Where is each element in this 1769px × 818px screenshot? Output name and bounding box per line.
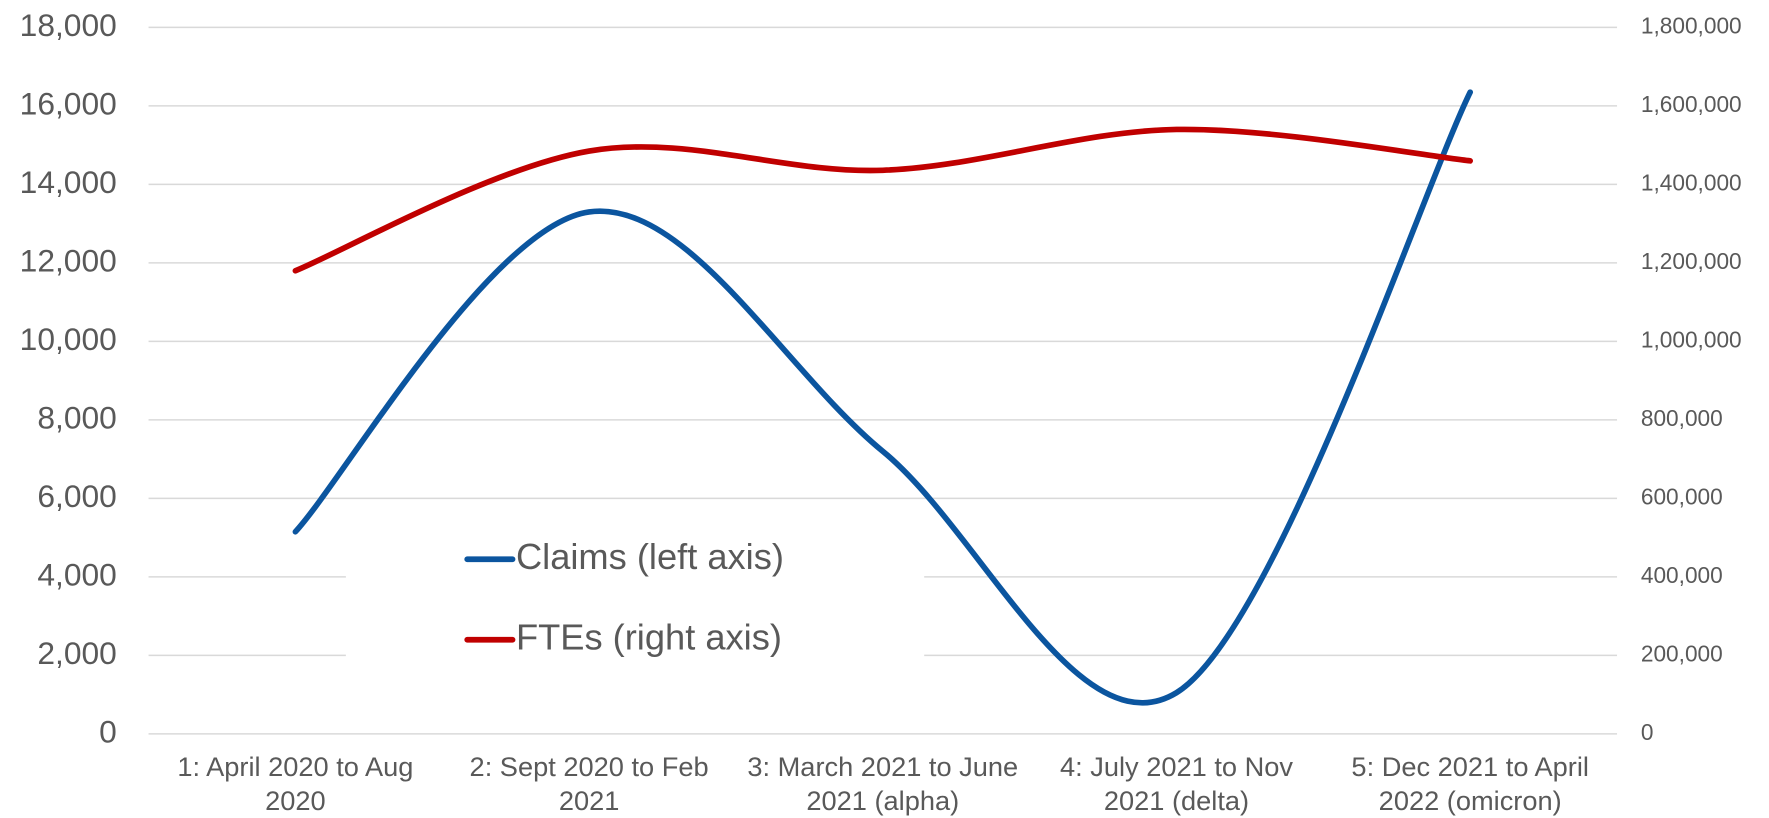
y2-tick-label: 200,000 xyxy=(1641,640,1723,666)
y2-tick-label: 1,600,000 xyxy=(1641,91,1742,117)
y-tick-label: 0 xyxy=(99,713,117,749)
x-tick-label-box: 1: April 2020 to Aug 2020 xyxy=(177,752,414,817)
y-tick-label: 10,000 xyxy=(20,321,117,357)
y-tick-label: 14,000 xyxy=(20,164,117,200)
y2-tick-label: 1,400,000 xyxy=(1641,169,1742,195)
y-tick-label: 6,000 xyxy=(37,478,116,514)
y-tick-label: 4,000 xyxy=(37,556,116,592)
y-tick-label: 8,000 xyxy=(37,399,116,435)
series-line xyxy=(292,89,1474,706)
x-tick-label: 3: March 2021 to June 2021 (alpha) xyxy=(747,752,1019,817)
x-tick-label-box: 3: March 2021 to June 2021 (alpha) xyxy=(747,752,1019,817)
legend-label: Claims (left axis) xyxy=(516,536,784,577)
x-tick-label: 4: July 2021 to Nov 2021 (delta) xyxy=(1060,752,1293,817)
legend-label: FTEs (right axis) xyxy=(516,616,782,657)
y2-tick-label: 600,000 xyxy=(1641,483,1723,509)
y2-tick-label: 800,000 xyxy=(1641,405,1723,431)
series-line xyxy=(292,126,1474,274)
y2-tick-label: 0 xyxy=(1641,719,1654,745)
y2-tick-label: 1,800,000 xyxy=(1641,12,1742,38)
y-tick-label: 12,000 xyxy=(20,242,117,278)
legend-box xyxy=(345,524,925,681)
y-tick-label: 18,000 xyxy=(20,7,117,43)
y-tick-label: 16,000 xyxy=(20,85,117,121)
x-tick-label: 5: Dec 2021 to April 2022 (omicron) xyxy=(1351,752,1589,817)
x-tick-label-box: 2: Sept 2020 to Feb 2021 xyxy=(469,752,709,817)
y2-tick-label: 400,000 xyxy=(1641,562,1723,588)
y2-tick-label: 1,200,000 xyxy=(1641,248,1742,274)
x-tick-label: 1: April 2020 to Aug 2020 xyxy=(177,752,414,817)
x-tick-label: 2: Sept 2020 to Feb 2021 xyxy=(469,752,709,817)
x-tick-label-box: 5: Dec 2021 to April 2022 (omicron) xyxy=(1351,752,1589,817)
y2-tick-label: 1,000,000 xyxy=(1641,326,1742,352)
y-tick-label: 2,000 xyxy=(37,635,116,671)
x-tick-label-box: 4: July 2021 to Nov 2021 (delta) xyxy=(1060,752,1293,817)
